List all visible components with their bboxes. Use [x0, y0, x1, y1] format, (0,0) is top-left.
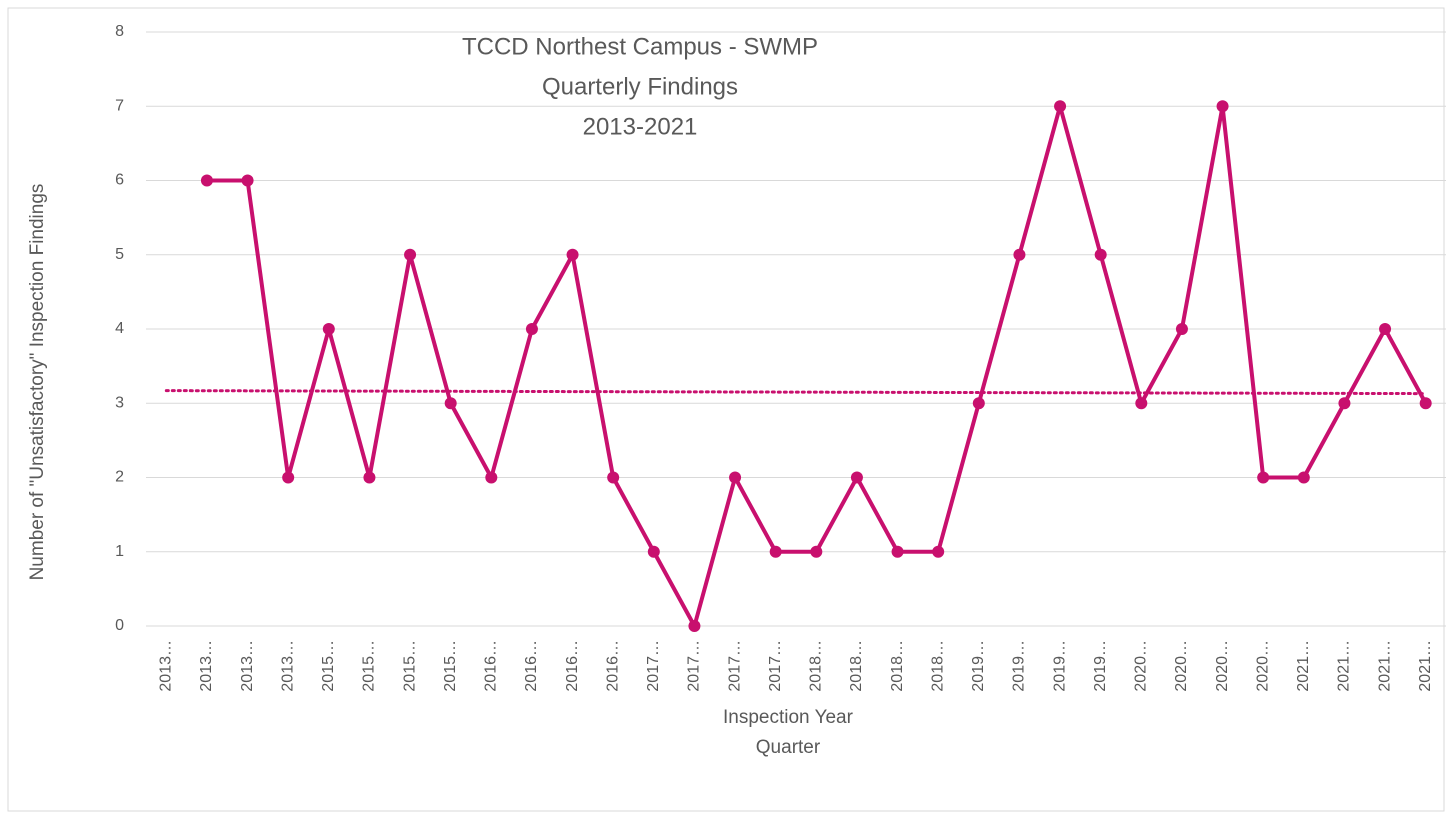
data-point: [972, 397, 985, 410]
x-tick-label: 2018…: [848, 640, 865, 692]
x-tick-label: 2016…: [523, 640, 540, 692]
y-tick-label: 2: [115, 469, 124, 486]
data-point: [1338, 397, 1351, 410]
data-point: [932, 545, 945, 558]
data-point: [485, 471, 498, 484]
x-tick-label: 2017…: [645, 640, 662, 692]
x-tick-label: 2018…: [889, 640, 906, 692]
x-tick-label: 2016…: [564, 640, 581, 692]
data-point: [647, 545, 660, 558]
y-tick-label: 5: [115, 246, 124, 263]
x-tick-label: 2017…: [686, 640, 703, 692]
y-tick-label: 3: [115, 394, 124, 411]
data-point: [444, 397, 457, 410]
x-tick-label: 2018…: [808, 640, 825, 692]
chart-border: [7, 7, 1445, 812]
x-axis-label: Quarter: [756, 737, 821, 758]
data-point: [810, 545, 823, 558]
y-tick-label: 4: [115, 320, 124, 337]
x-tick-label: 2013…: [198, 640, 215, 692]
chart-title: TCCD Northest Campus - SWMP: [462, 33, 818, 60]
y-tick-label: 0: [115, 617, 124, 634]
x-tick-label: 2021…: [1295, 640, 1312, 692]
data-point: [322, 323, 335, 335]
chart-title: 2013-2021: [583, 113, 698, 140]
data-point: [1135, 397, 1148, 410]
data-point: [769, 545, 782, 558]
data-point: [363, 471, 376, 484]
x-tick-label: 2020…: [1214, 640, 1231, 692]
data-point: [607, 471, 620, 484]
data-point: [241, 174, 254, 187]
data-point: [850, 471, 863, 484]
data-point: [1094, 248, 1107, 261]
x-tick-label: 2016…: [604, 640, 621, 692]
x-tick-label: 2020…: [1133, 640, 1150, 692]
data-point: [1379, 323, 1392, 335]
data-point: [525, 323, 538, 335]
data-point: [1216, 100, 1229, 113]
x-tick-label: 2015…: [320, 640, 337, 692]
data-point: [1054, 100, 1067, 113]
x-tick-label: 2019…: [1011, 640, 1028, 692]
data-point: [1257, 471, 1270, 484]
x-tick-label: 2015…: [442, 640, 459, 692]
x-tick-label: 2020…: [1254, 640, 1271, 692]
data-point: [729, 471, 742, 484]
data-point: [200, 174, 213, 187]
x-tick-label: 2019…: [1092, 640, 1109, 692]
data-point: [282, 471, 295, 484]
x-axis-label: Inspection Year: [723, 707, 854, 728]
data-point: [566, 248, 579, 261]
x-tick-label: 2013…: [239, 640, 256, 692]
y-tick-label: 8: [115, 23, 124, 40]
x-tick-label: 2021…: [1336, 640, 1353, 692]
x-tick-label: 2017…: [767, 640, 784, 692]
data-point: [404, 248, 417, 261]
data-point: [688, 620, 701, 632]
x-tick-label: 2021…: [1417, 640, 1434, 692]
trendline: [164, 389, 1428, 396]
x-tick-label: 2019…: [1051, 640, 1068, 692]
chart-title: Quarterly Findings: [542, 73, 738, 100]
x-tick-label: 2019…: [970, 640, 987, 692]
x-tick-label: 2018…: [929, 640, 946, 692]
data-point: [1419, 397, 1432, 410]
y-axis-label: Number of "Unsatisfactory" Inspection Fi…: [27, 184, 48, 581]
data-point: [1297, 471, 1310, 484]
x-tick-label: 2015…: [361, 640, 378, 692]
y-tick-label: 6: [115, 172, 124, 189]
x-tick-label: 2020…: [1173, 640, 1190, 692]
x-tick-label: 2017…: [726, 640, 743, 692]
data-point: [1175, 323, 1188, 335]
x-tick-label: 2015…: [401, 640, 418, 692]
x-tick-label: 2013…: [279, 640, 296, 692]
data-point: [1013, 248, 1026, 261]
x-tick-label: 2013…: [158, 640, 175, 692]
x-tick-label: 2021…: [1376, 640, 1393, 692]
y-tick-label: 1: [115, 543, 124, 560]
x-tick-label: 2016…: [483, 640, 500, 692]
y-tick-label: 7: [115, 97, 124, 114]
data-point: [891, 545, 904, 558]
